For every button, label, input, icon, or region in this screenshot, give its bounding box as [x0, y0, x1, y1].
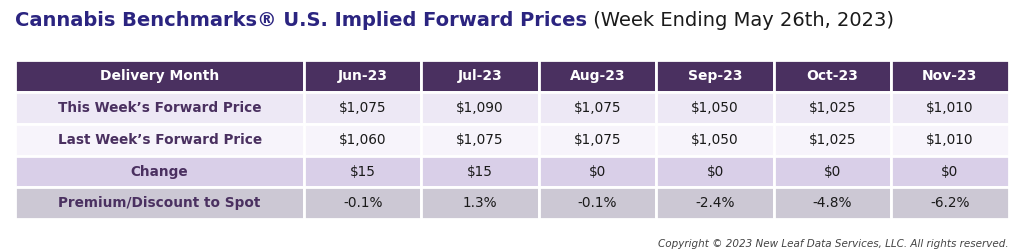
- Bar: [891, 60, 1009, 92]
- Bar: [304, 156, 422, 187]
- Bar: [422, 60, 539, 92]
- Text: $1,090: $1,090: [457, 101, 504, 115]
- Text: -6.2%: -6.2%: [930, 196, 970, 210]
- Text: Change: Change: [131, 165, 188, 179]
- Text: Sep-23: Sep-23: [688, 69, 742, 83]
- Text: $15: $15: [350, 165, 376, 179]
- Text: Delivery Month: Delivery Month: [100, 69, 219, 83]
- Bar: [422, 92, 539, 124]
- Bar: [774, 156, 891, 187]
- Bar: [656, 156, 774, 187]
- Text: -0.1%: -0.1%: [578, 196, 617, 210]
- Text: This Week’s Forward Price: This Week’s Forward Price: [58, 101, 261, 115]
- Text: $1,025: $1,025: [809, 101, 856, 115]
- Text: $1,075: $1,075: [339, 101, 386, 115]
- Bar: [891, 124, 1009, 156]
- Bar: [422, 124, 539, 156]
- Text: Copyright © 2023 New Leaf Data Services, LLC. All rights reserved.: Copyright © 2023 New Leaf Data Services,…: [658, 239, 1009, 249]
- Text: $1,050: $1,050: [691, 133, 739, 147]
- Text: Oct-23: Oct-23: [807, 69, 858, 83]
- Text: $0: $0: [589, 165, 606, 179]
- Text: $1,010: $1,010: [926, 101, 974, 115]
- Bar: [891, 187, 1009, 219]
- Bar: [15, 60, 304, 92]
- Text: Nov-23: Nov-23: [923, 69, 978, 83]
- Text: Last Week’s Forward Price: Last Week’s Forward Price: [57, 133, 262, 147]
- Text: Jul-23: Jul-23: [458, 69, 503, 83]
- Text: $1,050: $1,050: [691, 101, 739, 115]
- Text: Jun-23: Jun-23: [338, 69, 388, 83]
- Bar: [774, 124, 891, 156]
- Bar: [539, 60, 656, 92]
- Bar: [774, 187, 891, 219]
- Bar: [304, 60, 422, 92]
- Bar: [539, 124, 656, 156]
- Text: Cannabis Benchmarks® U.S. Implied Forward Prices: Cannabis Benchmarks® U.S. Implied Forwar…: [15, 11, 588, 30]
- Bar: [15, 156, 304, 187]
- Bar: [774, 92, 891, 124]
- Bar: [15, 92, 304, 124]
- Text: 1.3%: 1.3%: [463, 196, 498, 210]
- Text: $1,075: $1,075: [573, 101, 622, 115]
- Text: $1,075: $1,075: [457, 133, 504, 147]
- Text: $1,010: $1,010: [926, 133, 974, 147]
- Text: -0.1%: -0.1%: [343, 196, 382, 210]
- Bar: [656, 187, 774, 219]
- Text: Premium/Discount to Spot: Premium/Discount to Spot: [58, 196, 261, 210]
- Bar: [15, 187, 304, 219]
- Text: $0: $0: [941, 165, 958, 179]
- Bar: [422, 156, 539, 187]
- Bar: [891, 156, 1009, 187]
- Text: -2.4%: -2.4%: [695, 196, 735, 210]
- Text: $1,025: $1,025: [809, 133, 856, 147]
- Bar: [774, 60, 891, 92]
- Text: Aug-23: Aug-23: [569, 69, 626, 83]
- Text: -4.8%: -4.8%: [813, 196, 852, 210]
- Bar: [422, 187, 539, 219]
- Bar: [304, 92, 422, 124]
- Text: $0: $0: [824, 165, 841, 179]
- Bar: [304, 187, 422, 219]
- Text: $1,060: $1,060: [339, 133, 386, 147]
- Text: (Week Ending May 26th, 2023): (Week Ending May 26th, 2023): [588, 11, 894, 30]
- Bar: [891, 92, 1009, 124]
- Bar: [304, 124, 422, 156]
- Text: $1,075: $1,075: [573, 133, 622, 147]
- Bar: [539, 92, 656, 124]
- Text: $0: $0: [707, 165, 724, 179]
- Bar: [539, 187, 656, 219]
- Text: $15: $15: [467, 165, 494, 179]
- Bar: [656, 60, 774, 92]
- Bar: [539, 156, 656, 187]
- Bar: [656, 124, 774, 156]
- Bar: [15, 124, 304, 156]
- Bar: [656, 92, 774, 124]
